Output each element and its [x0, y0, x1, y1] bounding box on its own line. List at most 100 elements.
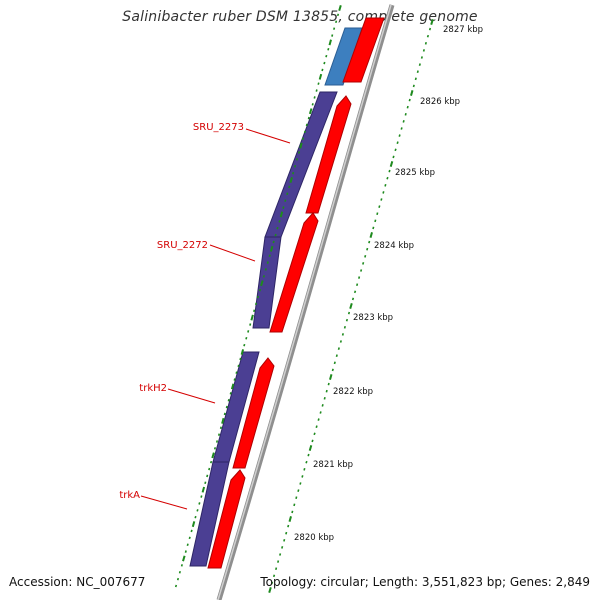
inner-tick [331, 34, 334, 37]
gene-forward-4 [232, 357, 275, 469]
outer-tick [313, 432, 316, 436]
inner-tick [308, 108, 313, 115]
inner-tick [223, 412, 226, 416]
outer-tick [384, 183, 387, 187]
inner-tick [335, 20, 338, 24]
scale-label-2821: 2821 kbp [313, 460, 353, 470]
outer-tick [410, 90, 414, 96]
outer-tick [308, 445, 313, 451]
outer-tick [374, 219, 377, 223]
outer-tick [369, 232, 373, 238]
inner-tick [221, 417, 225, 424]
outer-tick [392, 155, 395, 159]
inner-tick [338, 5, 342, 11]
outer-tick-marks [268, 19, 434, 593]
inner-tick [227, 398, 230, 402]
inner-tick [269, 245, 274, 252]
gene-rna-blue [324, 27, 363, 86]
outer-tick [331, 368, 334, 372]
inner-tick [204, 481, 207, 485]
scale-label-2827: 2827 kbp [443, 25, 483, 35]
inner-tick [295, 158, 299, 161]
outer-tick [406, 105, 409, 109]
inner-tick [327, 47, 330, 51]
gene-forward-2 [305, 95, 352, 214]
inner-tick [219, 426, 222, 430]
inner-tick [239, 357, 242, 361]
outer-tick [311, 439, 314, 443]
outer-tick [279, 553, 282, 556]
outer-tick [366, 247, 369, 251]
inner-tick [325, 54, 328, 58]
inner-tick [321, 68, 324, 72]
inner-tick [235, 371, 238, 374]
inner-tick [313, 96, 316, 99]
outer-tick [386, 176, 389, 180]
inner-tick [289, 177, 293, 183]
inner-tick [247, 330, 250, 333]
outer-tick [358, 276, 361, 279]
leader-sru-2273 [245, 128, 291, 144]
inner-tick [282, 206, 285, 209]
outer-tick [349, 303, 353, 309]
outer-tick [402, 120, 405, 123]
outer-tick [270, 581, 274, 585]
leader-sru-2272 [209, 244, 256, 262]
inner-tick [174, 584, 178, 588]
outer-tick [418, 63, 421, 66]
inner-tick [201, 486, 206, 493]
inner-tick [292, 171, 295, 175]
outer-tick [389, 161, 394, 167]
inner-tick [250, 314, 254, 321]
scale-label-2822: 2822 kbp [333, 387, 373, 397]
outer-tick [341, 333, 344, 336]
outer-tick [297, 489, 300, 492]
gene-trka [189, 461, 230, 567]
scale-label-2825: 2825 kbp [395, 168, 435, 178]
inner-tick [245, 336, 248, 340]
inner-tick [208, 467, 211, 471]
outer-tick [325, 389, 328, 393]
inner-tick [303, 130, 306, 134]
inner-tick [196, 509, 199, 512]
outer-tick [305, 460, 308, 464]
outer-tick [382, 191, 385, 194]
inner-tick [328, 39, 332, 46]
inner-tick-marks [174, 5, 342, 588]
inner-tick [190, 529, 193, 533]
gene-forward-5 [207, 469, 246, 569]
outer-tick [424, 41, 427, 45]
inner-tick [297, 151, 301, 154]
scale-label-2824: 2824 kbp [374, 241, 414, 251]
outer-tick [335, 354, 338, 358]
inner-tick [240, 349, 245, 355]
gene-label-sru-2272: SRU_2272 [157, 240, 208, 251]
outer-tick [317, 418, 320, 421]
outer-tick [272, 574, 276, 578]
scale-label-2823: 2823 kbp [353, 313, 393, 323]
inner-tick [311, 103, 314, 106]
outer-tick [337, 347, 340, 350]
inner-tick [258, 288, 262, 292]
outer-tick [428, 27, 432, 31]
outer-tick [356, 283, 359, 287]
inner-tick [213, 447, 217, 450]
inner-tick [262, 275, 265, 278]
outer-tick [327, 382, 330, 386]
inner-tick [188, 536, 191, 540]
inner-tick [211, 452, 215, 459]
outer-tick [333, 361, 336, 365]
outer-tick [315, 425, 318, 429]
outer-tick [416, 70, 419, 74]
inner-tick [243, 343, 246, 347]
outer-tick [404, 112, 407, 116]
inner-tick [253, 309, 256, 313]
outer-tick [394, 148, 397, 152]
outer-tick [351, 297, 355, 301]
inner-tick [260, 280, 264, 287]
inner-tick [276, 226, 279, 230]
inner-tick [194, 515, 197, 519]
outer-tick [277, 560, 280, 563]
outer-tick [281, 546, 284, 549]
inner-tick [191, 521, 196, 528]
